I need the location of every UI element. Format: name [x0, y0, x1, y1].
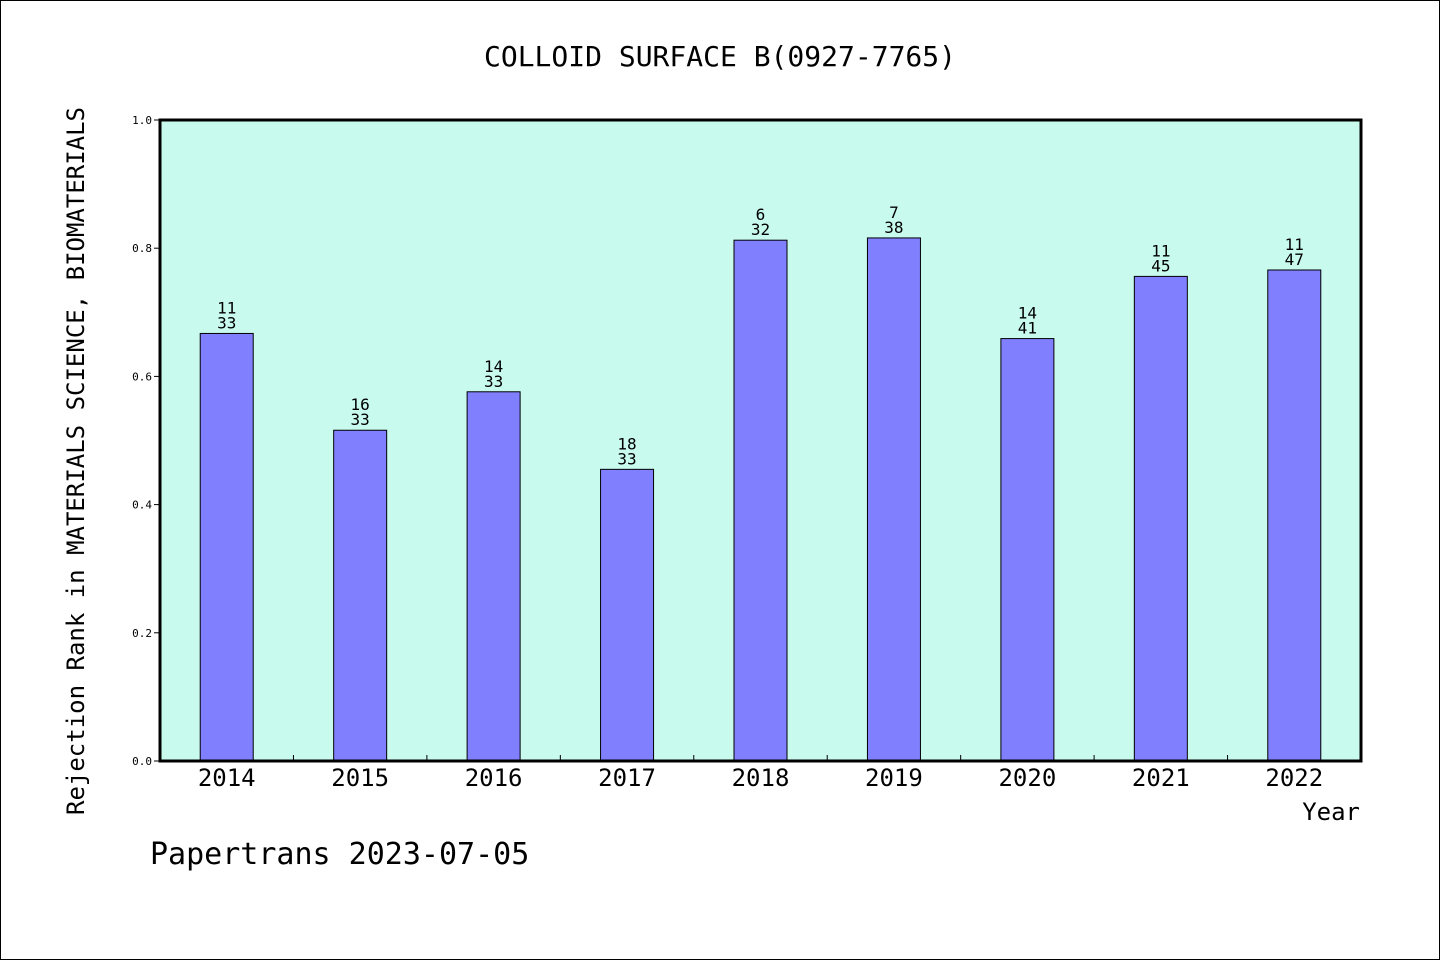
- bar-rank-label: 6: [756, 205, 766, 224]
- bar-2022: [1267, 269, 1322, 762]
- y-tick-label: 0.6: [132, 370, 152, 383]
- bar-2014: [199, 332, 254, 762]
- x-tick-label: 2018: [732, 764, 790, 792]
- bar-rank-label: 7: [889, 203, 899, 222]
- x-tick-label: 2022: [1265, 764, 1323, 792]
- y-tick-label: 0.2: [132, 627, 152, 640]
- x-tick-label: 2014: [198, 764, 256, 792]
- bar-2016: [466, 391, 521, 762]
- bar-total-label: 33: [617, 449, 636, 468]
- x-tick-label: 2019: [865, 764, 923, 792]
- bar-2017: [600, 468, 655, 762]
- footer-source-date: Papertrans 2023-07-05: [150, 837, 529, 872]
- x-tick-label: 2015: [331, 764, 389, 792]
- bar-2019: [866, 237, 921, 762]
- x-tick-label: 2020: [998, 764, 1056, 792]
- bars: [199, 237, 1322, 762]
- bar-rank-label: 14: [484, 357, 503, 376]
- x-axis: 2014 2015 2016 2017 2018 2019 2020 2021 2022: [198, 755, 1323, 792]
- x-tick-label: 2021: [1132, 764, 1190, 792]
- x-axis-label: Year: [1302, 798, 1360, 826]
- bar-rank-label: 14: [1018, 304, 1037, 323]
- bar-rank-label: 11: [1285, 235, 1304, 254]
- bar-rank-label: 11: [1151, 241, 1170, 260]
- x-tick-label: 2017: [598, 764, 656, 792]
- bar-2021: [1133, 275, 1188, 762]
- bar-rank-label: 11: [217, 298, 236, 317]
- bar-total-label: 32: [751, 220, 770, 239]
- y-tick-label: 0.8: [132, 242, 152, 255]
- bar-total-label: 33: [484, 372, 503, 391]
- bar-rank-label: 16: [351, 395, 370, 414]
- chart-title: COLLOID SURFACE B(0927-7765): [484, 40, 956, 73]
- bar-rank-label: 18: [617, 434, 636, 453]
- bar-total-label: 45: [1151, 256, 1170, 275]
- bar-2018: [733, 239, 788, 762]
- bar-2020: [1000, 338, 1055, 762]
- y-tick-label: 0.0: [132, 755, 152, 768]
- bar-total-label: 47: [1285, 250, 1304, 269]
- bar-2015: [333, 429, 388, 762]
- bar-total-label: 41: [1018, 319, 1037, 338]
- bar-total-label: 38: [884, 218, 903, 237]
- plot-border: [158, 118, 1363, 763]
- y-tick-label: 1.0: [132, 114, 152, 127]
- y-tick-label: 0.4: [132, 499, 152, 512]
- y-axis-label: Rejection Rank in MATERIALS SCIENCE, BIO…: [62, 107, 90, 815]
- bar-total-label: 33: [217, 313, 236, 332]
- x-tick-label: 2016: [465, 764, 523, 792]
- bar-total-label: 33: [351, 410, 370, 429]
